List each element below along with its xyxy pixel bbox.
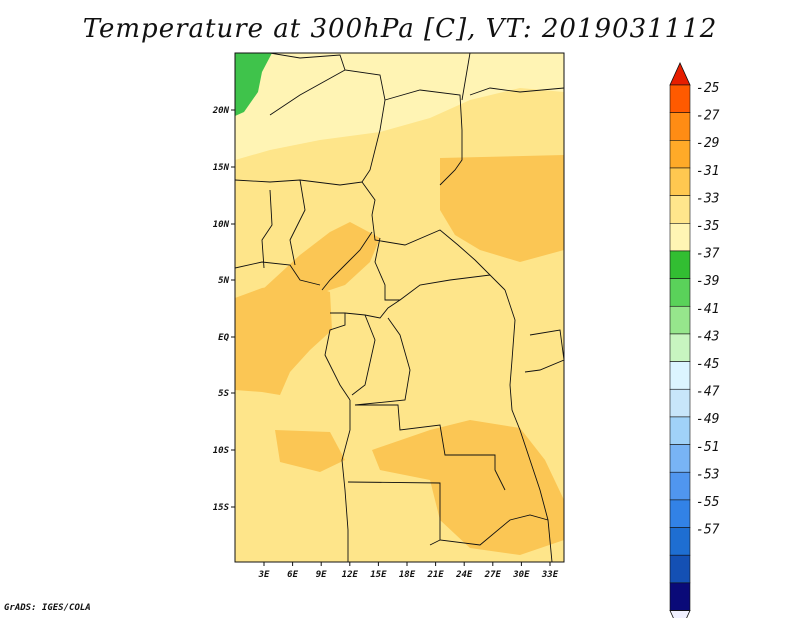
border-line [269, 53, 386, 183]
field-cold-northeast [470, 53, 564, 78]
colorbar-swatch [669, 167, 691, 196]
border-line [235, 179, 376, 216]
colorbar-label: -29 [696, 136, 719, 151]
colorbar-swatch [669, 361, 691, 390]
lon-label: 33E [541, 570, 559, 580]
field-cold-north [235, 53, 564, 160]
lat-label: 10S [213, 446, 230, 456]
colorbar-swatch [669, 471, 691, 501]
border-line [235, 261, 321, 286]
colorbar-swatch [669, 527, 691, 556]
temperature-field [235, 53, 564, 562]
field-warm-central [262, 222, 380, 296]
lat-label: EQ [218, 333, 229, 343]
field-warm-northeast [440, 155, 564, 262]
colorbar-swatch [669, 444, 691, 473]
border-line [354, 317, 411, 406]
colorbar-swatch [669, 84, 691, 113]
map-frame [234, 52, 565, 563]
colorbar-label: -43 [696, 329, 719, 344]
colorbar-top-arrow [669, 62, 691, 86]
lon-label: 30E [512, 570, 530, 580]
chart-title: Temperature at 300hPa [C], VT: 201903111… [82, 14, 718, 44]
colorbar-label: -31 [696, 164, 719, 179]
colorbar-swatch [669, 195, 691, 224]
colorbar-bottom-arrow [669, 610, 691, 618]
border-line [321, 231, 373, 291]
colorbar: -25 -27 -29 -31 -33 -35 -37 -39 -41 -43 -45 -47 -49 -… [669, 62, 720, 618]
colorbar-swatch [669, 140, 691, 169]
colorbar-swatch [669, 278, 691, 307]
colorbar-swatch [669, 305, 691, 335]
border-line [355, 404, 506, 491]
colorbar-swatch [669, 333, 691, 362]
colorbar-swatch [669, 112, 691, 141]
border-line [524, 329, 564, 373]
lat-label: 5N [218, 276, 229, 286]
colorbar-label: -53 [696, 467, 719, 482]
colorbar-label: -49 [696, 412, 719, 427]
colorbar-swatch [669, 554, 691, 584]
lon-label: 9E [316, 570, 327, 580]
border-line [504, 289, 521, 431]
lon-label: 18E [399, 570, 416, 580]
border-line [330, 299, 401, 319]
latitude-axis: 20N 15N 10N 5N EQ 5S 10S 15S [212, 106, 235, 513]
colorbar-label: -35 [696, 219, 720, 234]
colorbar-swatch [669, 416, 691, 445]
field-warm-west [235, 282, 332, 395]
border-line [351, 314, 376, 396]
border-line [429, 539, 441, 546]
colorbar-swatch [669, 250, 691, 279]
lon-label: 24E [455, 570, 473, 580]
colorbar-label: -57 [696, 523, 720, 538]
colorbar-swatch [669, 223, 691, 252]
colorbar-swatch [669, 582, 691, 611]
border-line [469, 87, 564, 96]
colorbar-swatch [669, 388, 691, 418]
lon-label: 27E [484, 570, 502, 580]
lon-label: 21E [426, 570, 444, 580]
colorbar-label: -33 [696, 191, 719, 206]
lon-label: 6E [287, 570, 298, 580]
border-line [347, 481, 549, 546]
field-warm-south-interior [275, 430, 345, 472]
border-line [341, 400, 351, 562]
colorbar-label: -41 [696, 302, 719, 317]
lat-label: 15N [213, 163, 230, 173]
colorbar-label: -47 [696, 385, 720, 400]
border-line [461, 53, 471, 101]
border-line [519, 429, 553, 562]
field-minus-37 [235, 53, 272, 116]
border-line [371, 214, 491, 276]
colorbar-label: -37 [696, 247, 720, 262]
border-line [289, 179, 306, 266]
lat-label: 5S [218, 389, 229, 399]
border-line [324, 313, 351, 401]
lat-label: 20N [212, 106, 230, 116]
border-line [261, 189, 273, 269]
colorbar-swatch [669, 499, 691, 528]
colorbar-label: -51 [696, 440, 719, 455]
colorbar-label: -25 [696, 81, 720, 96]
colorbar-label: -27 [696, 109, 720, 124]
longitude-axis: 3E 6E 9E 12E 15E 18E 21E 24E 27E 30E 33E [258, 562, 559, 580]
country-borders [235, 53, 564, 562]
lon-label: 3E [258, 570, 270, 580]
lon-label: 15E [370, 570, 387, 580]
border-line [269, 69, 346, 116]
colorbar-label: -55 [696, 495, 720, 510]
border-line [384, 89, 463, 186]
lon-label: 12E [342, 570, 359, 580]
grads-credit: GrADS: IGES/COLA [4, 603, 91, 613]
lat-label: 15S [213, 503, 230, 513]
colorbar-label: -39 [696, 274, 719, 289]
colorbar-label: -45 [696, 357, 720, 372]
field-warm-south [372, 420, 564, 555]
lat-label: 10N [213, 220, 230, 230]
